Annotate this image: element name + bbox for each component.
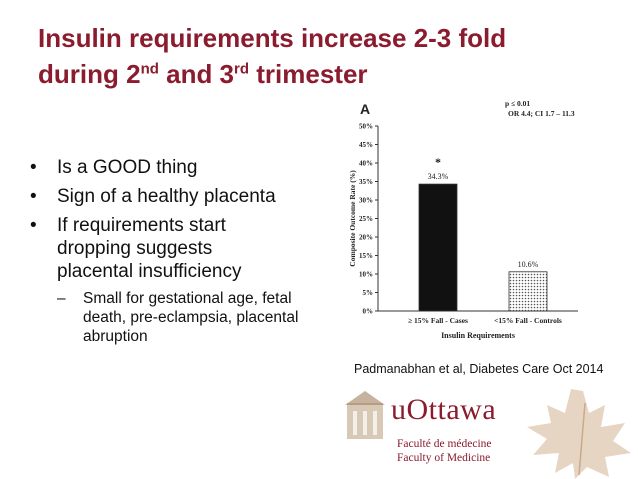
faculty-name: Faculté de médecine Faculty of Medicine <box>397 437 492 465</box>
y-axis-label: Composite Outcome Rate (%) <box>348 170 357 267</box>
slide-title: Insulin requirements increase 2-3 fold d… <box>38 20 618 92</box>
citation: Padmanabhan et al, Diabetes Care Oct 201… <box>354 362 604 376</box>
maple-leaf-icon <box>527 389 631 479</box>
bullet-text: Is a GOOD thing <box>57 157 198 178</box>
bullet-dot: • <box>30 215 37 236</box>
bullet-item: • If requirements start dropping suggest… <box>30 214 330 283</box>
x-tick-label: <15% Fall - Controls <box>494 316 562 325</box>
bullet-dot: • <box>30 157 37 178</box>
bullet-list: • Is a GOOD thing • Sign of a healthy pl… <box>30 156 330 346</box>
y-tick-label: 45% <box>359 141 373 149</box>
y-tick-label: 50% <box>359 123 373 131</box>
building-icon <box>345 391 385 439</box>
faculty-line-fr: Faculté de médecine <box>397 438 492 450</box>
y-tick-label: 15% <box>359 252 373 260</box>
y-tick-label: 5% <box>363 289 374 297</box>
title-line-2: during 2nd and 3rd trimester <box>38 59 368 89</box>
bar <box>508 271 548 312</box>
y-tick-label: 35% <box>359 178 373 186</box>
x-tick-label: ≥ 15% Fall - Cases <box>408 316 468 325</box>
bullet-text: Sign of a healthy placenta <box>57 186 276 207</box>
bar <box>418 183 458 312</box>
logo-wordmark: uOttawa <box>391 393 497 426</box>
sub-bullet-text: Small for gestational age, fetal death, … <box>83 290 299 345</box>
bullet-dot: • <box>30 186 37 207</box>
x-axis-label: Insulin Requirements <box>441 331 515 340</box>
bullet-item: • Is a GOOD thing <box>30 156 330 179</box>
significance-marker: * <box>435 155 441 169</box>
y-tick-label: 0% <box>363 308 374 316</box>
faculty-line-en: Faculty of Medicine <box>397 452 491 464</box>
bullet-item: • Sign of a healthy placenta <box>30 185 330 208</box>
title-line-1: Insulin requirements increase 2-3 fold <box>38 23 507 53</box>
y-tick-label: 20% <box>359 234 373 242</box>
uottawa-logo: uOttawa Faculté de médecine Faculty of M… <box>345 383 638 479</box>
y-tick-label: 25% <box>359 215 373 223</box>
panel-label: A <box>360 101 370 117</box>
y-tick-label: 30% <box>359 197 373 205</box>
sub-bullet-dash: – <box>57 290 66 307</box>
bar-value-label: 10.6% <box>518 260 539 269</box>
stats-p-value: p ≤ 0.01 <box>505 99 530 108</box>
bar-value-label: 34.3% <box>428 172 449 181</box>
bullet-text: If requirements start dropping suggests … <box>57 215 242 282</box>
stats-odds-ratio: OR 4.4; CI 1.7 – 11.3 <box>508 109 575 118</box>
y-tick-label: 40% <box>359 160 373 168</box>
sub-bullet-item: – Small for gestational age, fetal death… <box>57 289 330 346</box>
y-tick-label: 10% <box>359 271 373 279</box>
